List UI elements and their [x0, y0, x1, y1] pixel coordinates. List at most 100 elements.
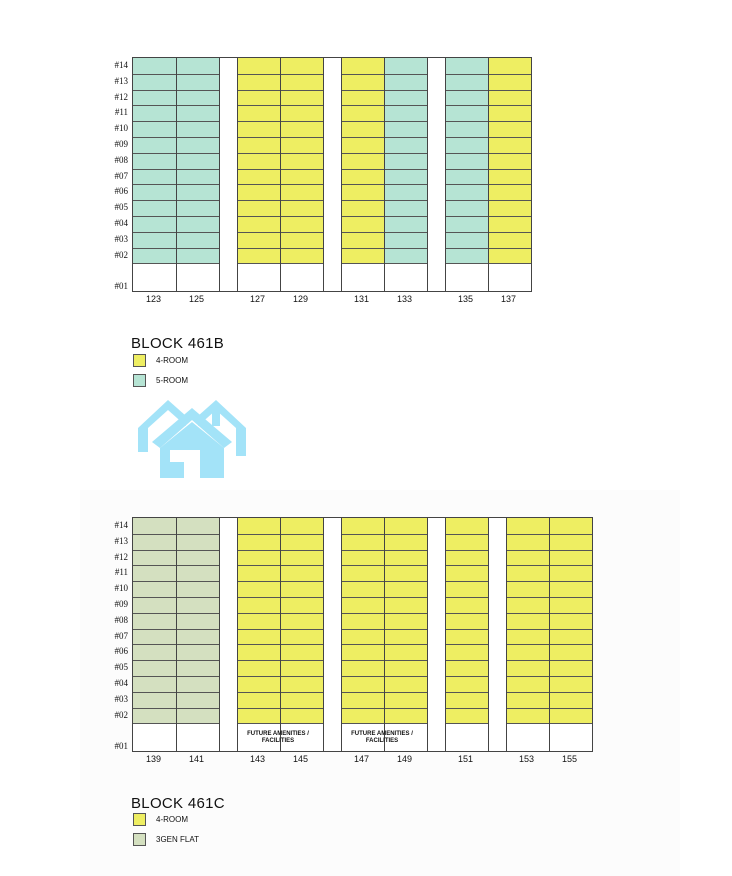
- unit-cell: [550, 597, 592, 613]
- floor-label: #05: [114, 202, 129, 213]
- unit-cell: [385, 58, 427, 74]
- unit-cell: [385, 581, 427, 597]
- ground-floor-cell: [507, 723, 549, 752]
- unit-cell: [238, 231, 280, 248]
- floor-label: #08: [114, 614, 129, 625]
- unit-column-127: [237, 58, 280, 292]
- block-461b-floor-plan: [132, 57, 532, 293]
- unit-cell: [177, 533, 219, 550]
- floor-label: #11: [114, 107, 128, 118]
- unit-cell: [550, 581, 592, 597]
- unit-cell: [342, 137, 384, 153]
- unit-cell: [342, 105, 384, 122]
- unit-cell: [177, 660, 219, 676]
- unit-cell: [342, 518, 384, 534]
- unit-number-label: 131: [353, 294, 370, 305]
- unit-cell: [238, 549, 280, 566]
- unit-cell: [507, 660, 549, 676]
- unit-cell: [489, 121, 531, 137]
- unit-cell: [133, 58, 176, 74]
- unit-cell: [177, 612, 219, 629]
- floor-label: #09: [114, 138, 129, 149]
- unit-cell: [446, 200, 488, 216]
- floor-label: #13: [114, 535, 129, 546]
- floor-label: #14: [114, 59, 129, 70]
- unit-cell: [342, 58, 384, 74]
- unit-cell: [342, 168, 384, 185]
- block-461c-section: #14 #13 #12 #11 #10 #09 #08 #07 #06 #05 #04 #03 #02 #…: [80, 490, 680, 876]
- unit-cell: [177, 691, 219, 708]
- unit-cell: [177, 597, 219, 613]
- ground-floor-cell: [177, 723, 219, 752]
- unit-cell: [342, 121, 384, 137]
- unit-column-147: [341, 518, 384, 752]
- unit-cell: [550, 549, 592, 566]
- unit-number-label: 155: [561, 754, 578, 765]
- unit-cell: [177, 231, 219, 248]
- unit-cell: [281, 105, 323, 122]
- unit-cell: [489, 247, 531, 264]
- unit-column-153: [506, 518, 549, 752]
- unit-cell: [177, 707, 219, 724]
- unit-cell: [550, 628, 592, 645]
- unit-cell: [507, 691, 549, 708]
- unit-cell: [281, 676, 323, 692]
- unit-cell: [238, 581, 280, 597]
- unit-cell: [385, 628, 427, 645]
- unit-cell: [177, 676, 219, 692]
- unit-cell: [550, 565, 592, 582]
- unit-cell: [342, 628, 384, 645]
- unit-cell: [342, 231, 384, 248]
- unit-cell: [385, 660, 427, 676]
- amenity-label-2: FUTURE AMENITIES / FACILITIES: [351, 731, 413, 744]
- ground-floor-cell: [177, 263, 219, 292]
- floor-label: #03: [114, 693, 129, 704]
- unit-column-145: [280, 518, 323, 752]
- unit-cell: [177, 247, 219, 264]
- unit-cell: [238, 216, 280, 232]
- unit-cell: [385, 137, 427, 153]
- unit-cell: [446, 168, 488, 185]
- floor-label: #03: [114, 233, 129, 244]
- unit-cell: [342, 644, 384, 661]
- unit-cell: [385, 105, 427, 122]
- ground-floor-cell: [281, 263, 323, 292]
- unit-cell: [342, 247, 384, 264]
- unit-cell: [342, 581, 384, 597]
- unit-cell: [133, 200, 176, 216]
- unit-cell: [238, 533, 280, 550]
- unit-cell: [177, 73, 219, 90]
- unit-cell: [550, 691, 592, 708]
- unit-cell: [385, 247, 427, 264]
- unit-cell: [281, 200, 323, 216]
- ground-floor-cell: [238, 263, 280, 292]
- unit-cell: [507, 581, 549, 597]
- unit-cell: [177, 549, 219, 566]
- floor-label: #11: [114, 567, 128, 578]
- unit-cell: [133, 581, 176, 597]
- floor-label: #04: [114, 677, 129, 688]
- unit-cell: [281, 58, 323, 74]
- unit-cell: [281, 184, 323, 201]
- unit-cell: [342, 152, 384, 169]
- unit-cell: [281, 247, 323, 264]
- unit-cell: [177, 89, 219, 106]
- unit-cell: [133, 168, 176, 185]
- legend-swatch-4-room: [133, 354, 146, 367]
- unit-column-141: [176, 518, 219, 752]
- ground-floor-cell: [133, 723, 176, 752]
- unit-column-137: [488, 58, 531, 292]
- unit-cell: [489, 184, 531, 201]
- unit-cell: [281, 168, 323, 185]
- unit-cell: [342, 549, 384, 566]
- amenity-label-1: FUTURE AMENITIES / FACILITIES: [247, 731, 309, 744]
- unit-cell: [238, 137, 280, 153]
- unit-cell: [446, 660, 488, 676]
- corridor-gap: [323, 518, 341, 752]
- unit-cell: [342, 612, 384, 629]
- unit-cell: [238, 247, 280, 264]
- unit-cell: [446, 105, 488, 122]
- unit-cell: [507, 676, 549, 692]
- unit-cell: [281, 597, 323, 613]
- unit-cell: [281, 89, 323, 106]
